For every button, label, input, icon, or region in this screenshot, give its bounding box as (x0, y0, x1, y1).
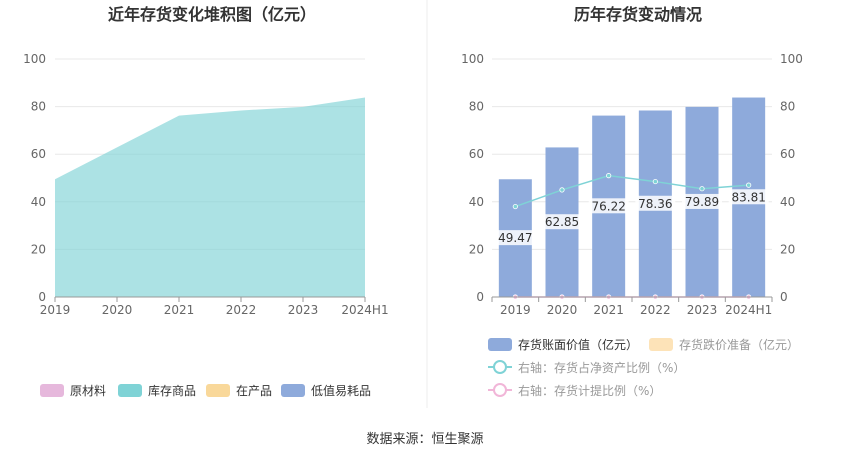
left-y-tick-label: 20 (31, 242, 46, 256)
left-y-tick-label: 0 (38, 290, 46, 304)
right-legend: 存货账面价值（亿元） 存货跌价准备（亿元） 右轴：存货占净资产比例（%） 右轴：… (488, 337, 799, 398)
source-note: 数据来源：恒生聚源 (366, 432, 483, 447)
legend-marker-ratio-net-assets (493, 360, 507, 374)
bar-value-label: 76.22 (591, 199, 625, 213)
right-chart-labels: 49.47 62.85 76.22 78.36 79.89 83.81 (495, 189, 769, 246)
left-x-tick-label: 2020 (102, 303, 133, 317)
bar-label-bg (588, 198, 629, 214)
right-y-left-tick-label: 100 (461, 52, 484, 66)
bar-label-bg (542, 214, 582, 230)
ratio-net-assets-point (559, 187, 565, 193)
right-y-right-tick-label: 0 (780, 290, 788, 304)
left-chart-axis: 0 20 40 60 80 100 2019 2020 2021 2022 2023 2024H1 (23, 52, 389, 317)
bar-label-bg (682, 193, 722, 209)
right-chart-title: 历年存货变动情况 (574, 5, 702, 24)
right-x-tick-label: 2020 (547, 303, 578, 317)
legend-label-inventory-goods: 库存商品 (148, 383, 196, 398)
legend-label-book-value: 存货账面价值（亿元） (518, 337, 638, 352)
left-y-tick-label: 100 (23, 52, 46, 66)
right-x-tick-label: 2019 (500, 303, 531, 317)
ratio-net-assets-point (512, 203, 518, 210)
right-y-left-tick-label: 20 (469, 242, 484, 256)
right-x-tick-label: 2024H1 (725, 303, 772, 317)
left-legend: 原材料 库存商品 在产品 低值易耗品 (40, 383, 371, 398)
legend-label-wip: 在产品 (236, 384, 272, 398)
legend-label-raw-material: 原材料 (70, 384, 106, 398)
bar-value-label: 62.85 (545, 215, 579, 229)
left-x-tick-label: 2023 (288, 303, 319, 317)
legend-label-ratio-net-assets: 右轴：存货占净资产比例（%） (518, 360, 685, 375)
bar-label-bg (495, 230, 536, 246)
right-y-right-tick-label: 40 (780, 195, 795, 209)
legend-swatch-wip[interactable] (206, 384, 230, 397)
right-y-left-tick-label: 0 (476, 290, 484, 304)
right-y-right-tick-label: 80 (780, 100, 795, 114)
legend-swatch-raw-material[interactable] (40, 384, 64, 397)
left-y-tick-label: 60 (31, 147, 46, 161)
right-y-left-tick-label: 60 (469, 147, 484, 161)
right-y-left-tick-label: 40 (469, 195, 484, 209)
right-y-right-tick-label: 100 (780, 52, 803, 66)
bar-label-bg (635, 195, 676, 211)
left-area-series-1 (55, 97, 365, 298)
left-x-tick-label: 2022 (226, 303, 257, 317)
legend-swatch-inventory-goods[interactable] (118, 384, 142, 397)
legend-label-impairment: 存货跌价准备（亿元） (679, 337, 799, 352)
legend-label-ratio-provision: 右轴：存货计提比例（%） (518, 383, 661, 398)
legend-swatch-impairment[interactable] (649, 338, 673, 351)
legend-marker-ratio-provision (493, 383, 507, 397)
right-x-tick-label: 2022 (640, 303, 671, 317)
legend-swatch-low-value[interactable] (281, 384, 305, 397)
left-chart-title: 近年存货变化堆积图（亿元） (108, 5, 316, 24)
bar-value-label: 78.36 (638, 197, 672, 211)
ratio-net-assets-line (515, 174, 749, 208)
ratio-net-assets-point (746, 182, 752, 188)
ratio-net-assets-point (606, 173, 612, 179)
legend-label-low-value: 低值易耗品 (311, 383, 371, 398)
right-x-tick-label: 2023 (687, 303, 718, 317)
left-x-tick-label: 2021 (164, 303, 195, 317)
left-x-tick-label: 2019 (40, 303, 71, 317)
right-chart-bars (498, 97, 766, 298)
ratio-net-assets-point (699, 186, 705, 192)
bar-label-bg (728, 189, 769, 205)
right-y-left-tick-label: 80 (469, 100, 484, 114)
left-chart-area (55, 97, 365, 298)
bar-value-label: 79.89 (685, 195, 719, 209)
left-y-tick-label: 80 (31, 100, 46, 114)
right-y-right-tick-label: 60 (780, 147, 795, 161)
bar-value-label: 83.81 (731, 190, 765, 204)
bar-value-label: 49.47 (498, 231, 532, 245)
right-y-right-tick-label: 20 (780, 242, 795, 256)
left-y-tick-label: 40 (31, 195, 46, 209)
right-chart-axis: 0 20 40 60 80 100 0 20 40 60 80 100 2019 2020 2021 2022… (461, 52, 803, 317)
ratio-net-assets-point (652, 178, 658, 185)
right-x-tick-label: 2021 (593, 303, 624, 317)
legend-swatch-book-value[interactable] (488, 338, 512, 351)
left-x-tick-label: 2024H1 (341, 303, 388, 317)
